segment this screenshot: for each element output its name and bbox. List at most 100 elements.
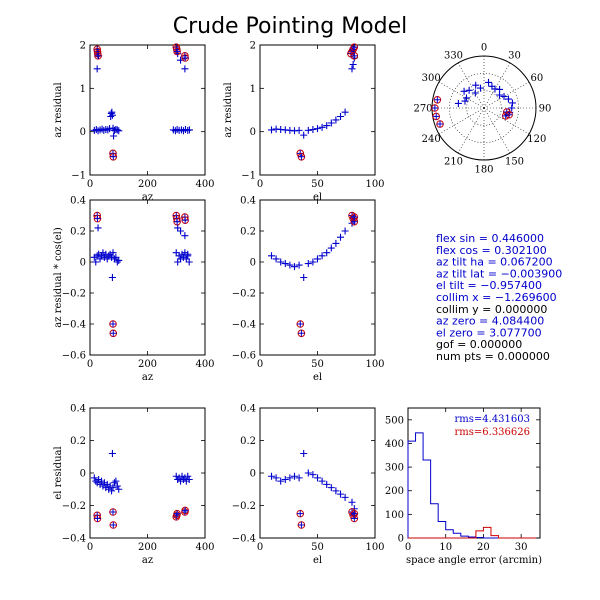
x-axis-label: el — [313, 372, 322, 383]
x-tick-label: 0 — [405, 542, 411, 553]
y-tick-label: 0 — [398, 534, 404, 545]
data-point — [185, 126, 193, 134]
data-point — [109, 521, 118, 529]
data-point — [107, 113, 115, 120]
data-point — [314, 255, 321, 263]
data-point — [350, 213, 359, 221]
x-tick-label: 50 — [311, 359, 324, 370]
marker-cross — [109, 508, 117, 516]
panel-cos_vs_el: 0 50 100 −0.6 −0.4 −0.2 0 0.2 0.4 el — [232, 196, 385, 384]
data-point — [108, 450, 116, 457]
x-axis-label: az — [142, 192, 153, 203]
y-tick-label: 200 — [385, 486, 404, 497]
polar-angle-label: 90 — [539, 104, 552, 115]
param-line: el tilt = −0.957400 — [436, 279, 542, 292]
y-axis-label: az residual — [53, 82, 64, 137]
marker-cross — [109, 330, 117, 337]
series-0 — [268, 54, 358, 139]
y-tick-label: 0.4 — [70, 196, 86, 207]
polar-point — [495, 91, 503, 99]
series-1 — [296, 43, 359, 161]
y-tick-label: −1 — [241, 171, 256, 182]
y-tick-label: 1 — [80, 84, 86, 95]
marker-cross — [94, 52, 102, 60]
polar-point — [471, 89, 479, 97]
data-point — [300, 274, 308, 281]
data-point — [113, 126, 121, 134]
y-tick-label: 2 — [80, 41, 86, 52]
x-tick-label: 100 — [365, 179, 384, 190]
marker-cross — [351, 43, 358, 51]
polar-point — [460, 87, 468, 95]
data-point — [112, 477, 120, 485]
data-point — [277, 258, 285, 266]
y-tick-label: 0.4 — [240, 196, 256, 207]
y-tick-label: 0.4 — [70, 404, 86, 415]
data-point — [92, 258, 100, 266]
polar-angle-label: 180 — [474, 165, 493, 176]
marker-cross — [298, 330, 305, 337]
series-1 — [93, 211, 189, 338]
data-point — [281, 476, 289, 483]
series-1 — [93, 43, 189, 161]
x-tick-label: 0 — [87, 179, 93, 190]
polar-angle-label: 270 — [413, 104, 432, 115]
data-point — [295, 261, 303, 269]
marker-cross — [296, 510, 304, 517]
marker-cross — [432, 113, 440, 120]
data-point — [272, 255, 280, 263]
y-tick-label: 0.4 — [240, 404, 256, 415]
data-point — [93, 214, 102, 223]
x-axis-label: el — [313, 555, 322, 566]
param-line: az zero = 4.084400 — [436, 315, 544, 328]
data-point — [291, 263, 298, 271]
data-point — [337, 233, 344, 241]
polar-point — [432, 112, 441, 121]
data-point — [109, 329, 118, 338]
polar-series-1 — [431, 95, 513, 128]
data-point — [304, 260, 312, 268]
x-tick-label: 30 — [515, 542, 528, 553]
data-point — [181, 216, 189, 224]
y-tick-label: 0 — [250, 469, 256, 480]
data-point — [110, 132, 118, 140]
param-line: az tilt lat = −0.003900 — [436, 267, 562, 280]
data-point — [109, 320, 117, 328]
polar-point — [476, 84, 484, 92]
panel-cos_vs_az: 0 200 400 −0.6 −0.4 −0.2 0 0.2 0.4 az az residual … — [53, 196, 215, 384]
polar-point — [501, 112, 510, 120]
data-point — [94, 52, 102, 60]
polar-angle-label: 300 — [422, 73, 441, 84]
data-point — [297, 329, 306, 338]
data-point — [90, 474, 98, 482]
y-tick-label: −0.6 — [232, 351, 256, 362]
data-point — [297, 521, 306, 529]
data-point — [350, 43, 359, 51]
x-tick-label: 200 — [138, 179, 157, 190]
x-tick-label: 0 — [257, 179, 263, 190]
data-point — [107, 109, 115, 117]
polar-point — [433, 95, 442, 104]
data-point — [108, 111, 116, 119]
y-tick-label: 400 — [385, 439, 404, 450]
series-0 — [90, 224, 193, 281]
data-point — [181, 506, 189, 515]
data-point — [93, 514, 102, 523]
data-point — [327, 484, 335, 492]
data-point — [268, 126, 275, 134]
y-tick-label: −0.2 — [62, 501, 86, 512]
marker-cross — [173, 48, 181, 55]
data-point — [332, 239, 340, 247]
marker-cross — [173, 218, 181, 225]
polar-angle-label: 240 — [422, 134, 441, 145]
y-tick-label: 1 — [250, 84, 256, 95]
polar-point — [508, 104, 516, 112]
y-tick-label: −0.6 — [62, 351, 86, 362]
y-tick-label: 500 — [385, 415, 404, 426]
marker-cross — [436, 120, 444, 128]
y-tick-label: 300 — [385, 463, 404, 474]
